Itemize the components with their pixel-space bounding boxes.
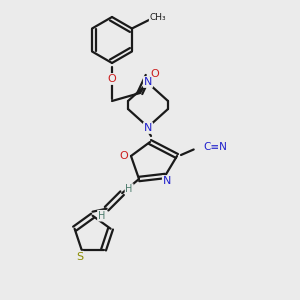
Text: N: N — [144, 77, 152, 87]
Text: H: H — [98, 211, 105, 221]
Text: S: S — [76, 252, 83, 262]
Text: H: H — [125, 184, 133, 194]
Text: O: O — [151, 69, 159, 79]
Text: N: N — [144, 123, 152, 133]
Text: O: O — [108, 74, 116, 84]
Text: N: N — [163, 176, 171, 186]
Text: CH₃: CH₃ — [150, 13, 166, 22]
Text: O: O — [120, 151, 128, 161]
Text: C≡N: C≡N — [204, 142, 227, 152]
